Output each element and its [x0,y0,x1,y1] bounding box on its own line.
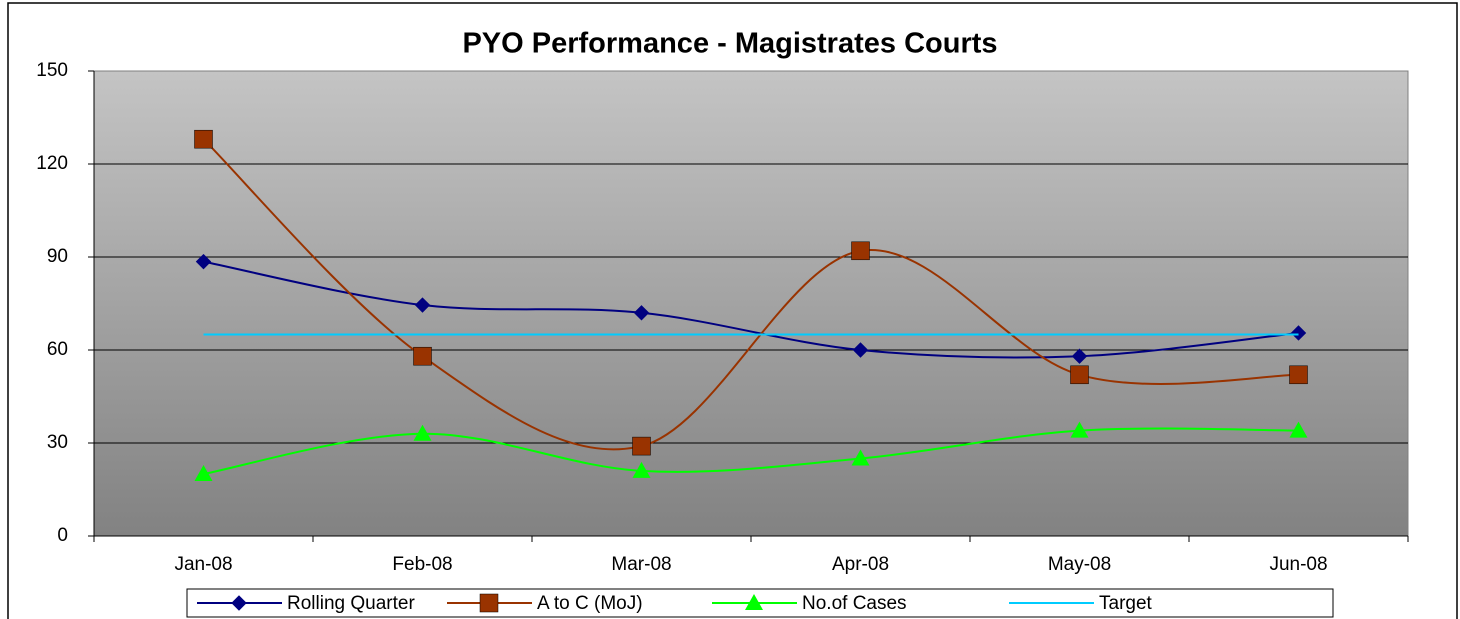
y-tick-label: 30 [47,432,68,453]
legend-label: Target [1099,593,1153,614]
data-point [194,129,213,149]
y-tick-label: 120 [36,153,68,174]
x-tick-label: Jan-08 [174,554,232,575]
data-point [1070,365,1089,385]
x-tick-label: Mar-08 [611,554,671,575]
y-tick-label: 60 [47,339,68,360]
data-point [633,305,650,321]
y-tick-label: 0 [57,525,68,546]
data-point [851,241,870,261]
x-tick-label: Feb-08 [392,554,452,575]
data-point [1290,325,1307,341]
series-line [203,260,1299,359]
data-point [194,465,213,481]
chart-title: PYO Performance - Magistrates Courts [462,28,997,60]
legend-label: A to C (MoJ) [537,593,643,614]
legend-marker [479,593,499,613]
data-point [1070,421,1089,438]
y-tick-label: 150 [36,60,68,81]
legend-marker [231,595,247,611]
x-tick-label: May-08 [1048,554,1111,575]
legend-marker [745,594,763,610]
data-point [851,449,870,466]
data-point [632,461,651,478]
data-point [413,424,432,441]
x-tick-label: Apr-08 [832,554,889,575]
x-tick-label: Jun-08 [1269,554,1327,575]
data-point [413,346,432,366]
plot-area [93,70,1409,537]
data-point [852,342,869,358]
data-point [1071,348,1088,364]
data-point [414,297,431,313]
y-tick-label: 90 [47,246,68,267]
data-point [1289,365,1308,385]
series-line [203,427,1299,475]
legend-label: No.of Cases [802,593,907,614]
data-point [632,436,651,456]
legend-label: Rolling Quarter [287,593,415,614]
data-point [195,253,212,270]
data-point [1289,421,1308,438]
